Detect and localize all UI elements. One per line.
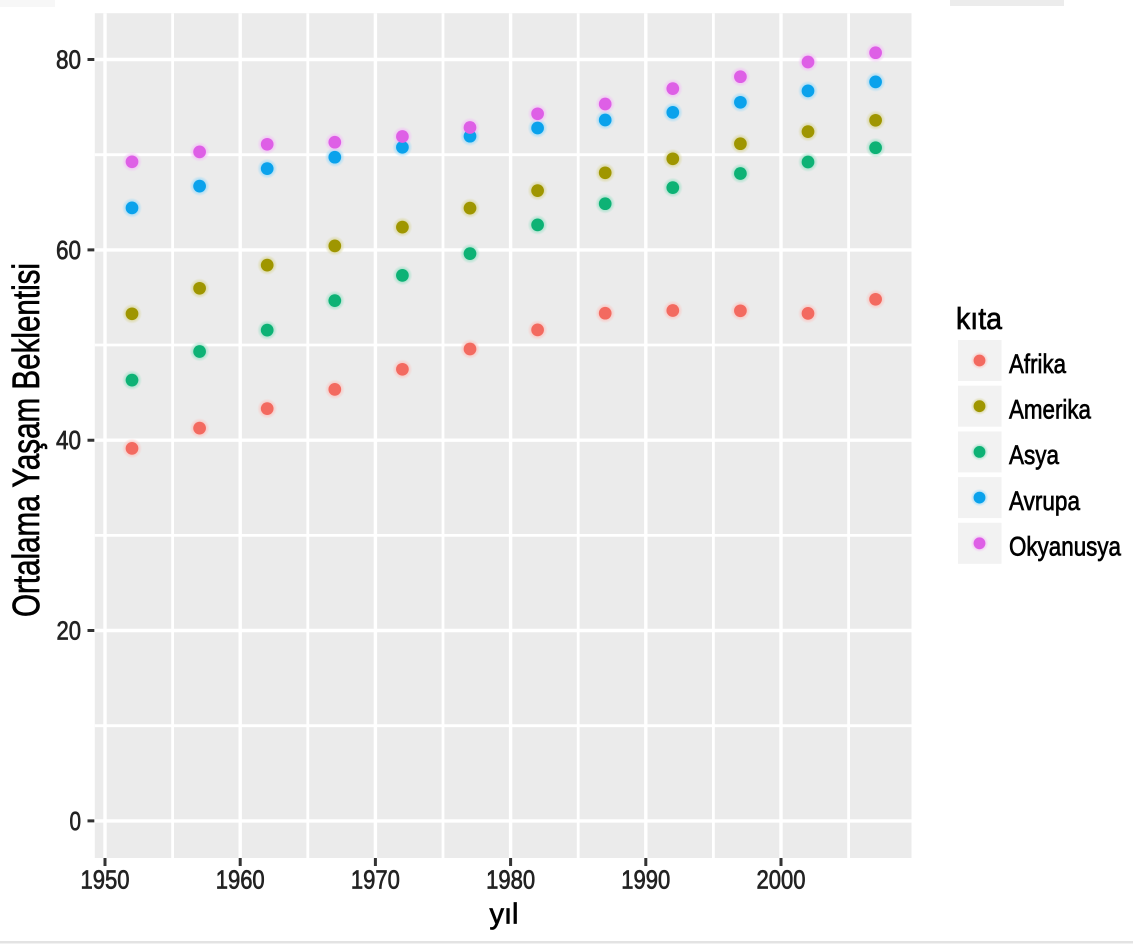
svg-text:1990: 1990: [621, 865, 670, 895]
svg-text:1970: 1970: [351, 865, 400, 895]
svg-text:kıta: kıta: [956, 301, 1003, 336]
svg-text:Ortalama Yaşam Beklentisi: Ortalama Yaşam Beklentisi: [6, 263, 48, 617]
svg-text:1960: 1960: [216, 865, 265, 895]
svg-text:yıl: yıl: [490, 899, 519, 931]
svg-text:Okyanusya: Okyanusya: [1009, 532, 1122, 562]
svg-text:Avrupa: Avrupa: [1009, 486, 1081, 516]
svg-text:2000: 2000: [757, 865, 806, 895]
svg-text:60: 60: [56, 235, 81, 265]
svg-text:20: 20: [57, 616, 82, 646]
svg-text:80: 80: [56, 45, 81, 75]
svg-text:40: 40: [56, 425, 81, 455]
svg-text:1980: 1980: [486, 865, 535, 895]
svg-text:Afrika: Afrika: [1009, 349, 1067, 379]
svg-text:1950: 1950: [81, 865, 130, 895]
svg-text:Asya: Asya: [1009, 440, 1060, 470]
svg-text:Amerika: Amerika: [1009, 395, 1092, 425]
svg-text:0: 0: [70, 806, 82, 836]
